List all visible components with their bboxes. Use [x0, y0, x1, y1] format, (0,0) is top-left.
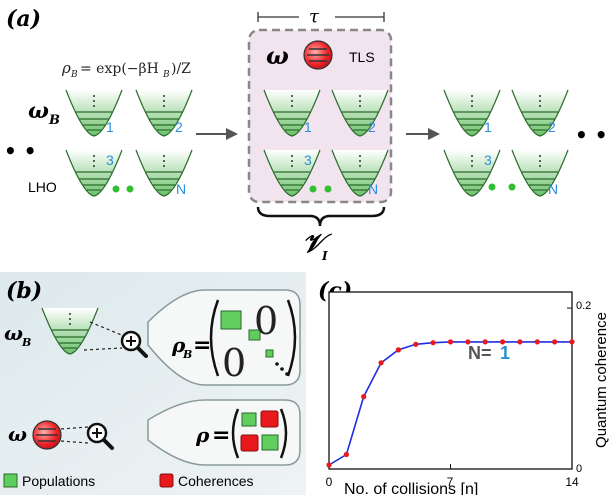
matrix-zero: 0	[222, 341, 246, 385]
two-level-system-icon	[303, 40, 333, 70]
oscillator-label-3: 3	[304, 152, 312, 168]
interaction-subscript: I	[321, 249, 328, 263]
panel-a: (a) ρ B = exp(−βH B )/Z ω B • • 1 2 3 N …	[4, 6, 608, 263]
data-point	[378, 360, 384, 366]
population-square	[220, 310, 242, 330]
ellipsis-dot	[488, 183, 496, 191]
oscillator-well-icon	[511, 89, 569, 137]
data-point	[326, 462, 332, 468]
tau-label: τ	[309, 6, 320, 27]
rho-b-rhs-tail: )/Z	[171, 61, 191, 77]
population-square	[241, 412, 257, 427]
omega-b-symbol: ω	[28, 98, 49, 124]
oscillator-label-1: 1	[106, 119, 114, 135]
data-point	[430, 340, 436, 346]
x-tick-label: 7	[447, 475, 454, 489]
annotation-value: 1	[500, 343, 510, 363]
oscillator-label-1: 1	[484, 119, 492, 135]
matrix-bracket-left	[231, 408, 240, 459]
oscillator-label-2: 2	[368, 119, 376, 135]
data-point	[413, 341, 419, 347]
y-tick-label: 0	[576, 463, 582, 475]
oscillator-label-2: 2	[548, 119, 556, 135]
ellipsis-left: • •	[4, 139, 37, 163]
oscillator-label-2: 2	[175, 119, 183, 135]
two-level-system-icon	[32, 420, 62, 450]
legend-populations: Populations	[22, 473, 95, 489]
omega-b-subscript: B	[48, 113, 60, 128]
oscillator-well-icon	[135, 89, 193, 137]
density-bubble	[147, 289, 301, 386]
legend-coherences: Coherences	[178, 473, 254, 489]
omega-b-subscript: B	[21, 336, 31, 349]
data-point	[500, 339, 506, 345]
legend-coherence-swatch	[159, 473, 174, 488]
omega-symbol: ω	[8, 422, 27, 446]
oscillator-well-icon	[511, 149, 569, 197]
population-square	[265, 349, 274, 358]
coherence-square	[240, 434, 259, 452]
tls-label: TLS	[349, 49, 375, 65]
x-tick-label: 0	[326, 475, 333, 489]
oscillator-label-n: N	[368, 181, 378, 197]
x-tick-label: 14	[565, 475, 579, 489]
equals-sign: =	[193, 333, 211, 358]
data-point	[447, 339, 454, 345]
ellipsis-dot	[324, 185, 332, 193]
panel-b-label: (b)	[6, 278, 42, 304]
data-point	[395, 347, 401, 353]
omega-b-symbol: ω	[4, 321, 23, 345]
data-point	[552, 339, 558, 345]
data-point	[343, 451, 349, 458]
legend-population-swatch	[3, 473, 18, 488]
arrow-right-icon	[226, 128, 238, 140]
rho-b-subscript: B	[70, 70, 78, 80]
data-point	[361, 394, 367, 400]
panel-b: (b) ω B ρ B = 0 0 ω ρ =	[0, 272, 306, 495]
oscillator-label-1: 1	[304, 119, 312, 135]
y-axis-label: Quantum coherence	[593, 312, 610, 448]
plot-frame	[328, 291, 573, 470]
coherence-square	[260, 410, 279, 428]
data-point	[465, 339, 471, 345]
panel-a-label: (a)	[6, 6, 41, 32]
rho-b-subscript: B	[182, 348, 192, 361]
y-tick-label: 0.2	[576, 300, 591, 312]
matrix-bracket-right	[286, 299, 297, 377]
data-point	[569, 339, 575, 345]
ellipsis-dot	[508, 183, 516, 191]
rho-b-symbol: ρ	[171, 333, 186, 357]
arrow-right-icon	[428, 128, 440, 140]
oscillator-label-n: N	[548, 181, 558, 197]
panel-c: (c) 0 7 14 0 0.2 No. of collisions [n] Q…	[318, 278, 610, 495]
population-square	[248, 329, 261, 341]
rho-symbol: ρ	[195, 423, 210, 447]
lho-label: LHO	[28, 179, 57, 195]
matrix-bracket-right	[279, 408, 288, 459]
oscillator-label-3: 3	[106, 152, 114, 168]
data-point	[534, 339, 540, 345]
matrix-bracket-left	[209, 299, 220, 377]
annotation-prefix: N=	[468, 343, 492, 363]
x-axis-label: No. of collisions [n]	[344, 481, 478, 495]
population-square	[261, 434, 279, 451]
oscillator-label-3: 3	[484, 152, 492, 168]
ellipsis-right: • •	[575, 123, 608, 147]
rho-b-rhs: = exp(−βH	[80, 61, 159, 77]
data-point	[517, 339, 523, 345]
ellipsis-dot	[112, 185, 120, 193]
series-points	[326, 339, 575, 468]
data-point	[482, 339, 488, 345]
ellipsis-dot	[309, 185, 317, 193]
ellipsis-dot	[126, 185, 134, 193]
equals-sign: =	[212, 423, 230, 448]
omega-symbol: ω	[266, 41, 289, 70]
rho-b-symbol: ρ	[61, 59, 71, 77]
rho-b-rhs-subscript: B	[162, 70, 170, 80]
matrix-zero: 0	[254, 299, 278, 343]
curly-brace	[256, 206, 386, 227]
oscillator-label-n: N	[176, 181, 186, 197]
